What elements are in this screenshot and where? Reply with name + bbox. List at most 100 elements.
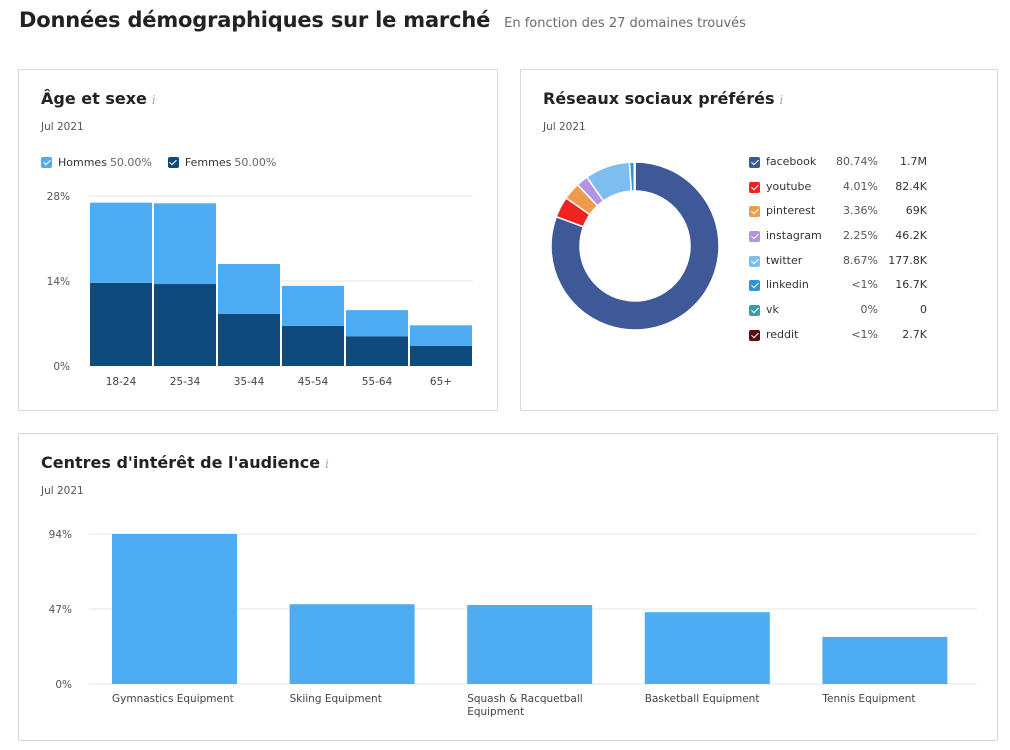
x-tick-label: 35-44 (234, 376, 265, 388)
x-tick-label: Squash & Racquetball Equipment (467, 693, 583, 718)
interest-bar (112, 534, 237, 684)
social-value: 82.4K (895, 179, 927, 193)
social-legend-item-twitter[interactable]: twitter 8.67% 177.8K (749, 253, 927, 278)
y-tick-label: 0% (55, 679, 72, 691)
interests-chart: 0% 47% 94% Gymnastics Equipment Skiing Equip… (49, 529, 977, 718)
social-pct: 3.36% (843, 204, 878, 218)
checkbox-icon[interactable] (749, 157, 760, 168)
x-tick-label: 55-64 (362, 376, 393, 388)
bar-hommes (346, 310, 408, 337)
checkbox-icon[interactable] (749, 305, 760, 317)
info-icon[interactable]: i (151, 93, 156, 107)
x-tick-label: Skiing Equipment (290, 693, 382, 705)
donut-slice-facebook (550, 161, 720, 331)
social-name: twitter (766, 253, 803, 267)
social-networks-card: Réseaux sociaux préférés i Jul 2021 faceb… (520, 69, 998, 411)
social-pct: 80.74% (836, 155, 878, 168)
social-legend-item-instagram[interactable]: instagram 2.25% 46.2K (749, 228, 927, 253)
social-legend-item-pinterest[interactable]: pinterest 3.36% 69K (749, 203, 927, 228)
checkbox-icon[interactable] (749, 255, 760, 267)
legend-item-femmes[interactable]: Femmes 50.00% (167, 156, 276, 169)
social-legend-item-facebook[interactable]: facebook 80.74% 1.7M (749, 154, 927, 179)
social-legend-item-linkedin[interactable]: linkedin <1% 16.7K (749, 277, 927, 302)
social-value: 1.7M (900, 155, 927, 168)
social-value: 69K (905, 204, 927, 218)
social-name: vk (766, 303, 779, 317)
interests-card: Centres d'intérêt de l'audience i Jul 202… (18, 433, 998, 741)
legend-item-hommes[interactable]: Hommes 50.00% (41, 156, 152, 169)
interests-date: Jul 2021 (41, 485, 84, 497)
social-pct: <1% (851, 278, 878, 292)
bar-hommes (410, 325, 472, 346)
x-tick-label: 18-24 (106, 376, 137, 388)
age-sex-date: Jul 2021 (41, 121, 84, 133)
y-tick-label: 14% (47, 276, 70, 288)
social-value: 16.7K (895, 278, 927, 292)
x-tick-label: Gymnastics Equipment (112, 693, 234, 705)
age-sex-title: Âge et sexe i (41, 89, 156, 108)
bar-hommes (218, 264, 280, 314)
checkbox-icon[interactable] (749, 329, 760, 341)
social-legend: facebook 80.74% 1.7M youtube 4.01% 82.4K pinte… (749, 154, 927, 352)
y-tick-label: 47% (49, 604, 72, 616)
x-tick-label: Tennis Equipment (821, 693, 915, 705)
y-tick-label: 28% (47, 191, 70, 203)
bar-femmes (154, 284, 216, 366)
interest-bar (822, 636, 948, 684)
social-pct: <1% (851, 327, 878, 341)
social-value: 177.8K (888, 253, 927, 267)
social-value: 0 (920, 303, 927, 317)
donut-slice-reddit (633, 161, 636, 192)
social-value: 46.2K (895, 229, 927, 243)
social-name: reddit (766, 327, 799, 341)
social-title: Réseaux sociaux préférés i (543, 89, 784, 108)
interest-bar (289, 604, 415, 684)
info-icon[interactable]: i (325, 457, 329, 471)
social-legend-item-youtube[interactable]: youtube 4.01% 82.4K (749, 179, 927, 204)
bar-hommes (90, 202, 152, 283)
bar-hommes (282, 285, 344, 326)
social-date: Jul 2021 (543, 121, 586, 133)
social-name: pinterest (766, 204, 816, 218)
checkbox-icon[interactable] (749, 206, 760, 218)
social-name: youtube (766, 179, 812, 193)
x-tick-label: 45-54 (298, 376, 329, 388)
checkbox-icon[interactable] (167, 157, 179, 168)
social-pct: 8.67% (843, 253, 878, 267)
social-pct: 2.25% (843, 229, 878, 243)
social-pct: 4.01% (843, 179, 878, 193)
social-name: instagram (766, 229, 822, 243)
checkbox-icon[interactable] (749, 280, 760, 292)
interest-bar (467, 605, 593, 684)
social-legend-item-vk[interactable]: vk 0% 0 (749, 302, 927, 327)
bar-femmes (346, 336, 408, 366)
info-icon[interactable]: i (779, 93, 784, 107)
bar-femmes (90, 282, 152, 366)
page-title: Données démographiques sur le marché (19, 8, 491, 32)
x-tick-label: 65+ (430, 376, 452, 388)
y-tick-label: 94% (49, 529, 72, 541)
x-tick-label: Basketball Equipment (645, 693, 760, 705)
social-name: linkedin (766, 278, 809, 292)
social-value: 2.7K (902, 327, 927, 341)
social-pct: 0% (860, 303, 878, 317)
interest-bar (644, 612, 770, 684)
interests-title: Centres d'intérêt de l'audience i (41, 453, 329, 472)
social-donut-chart (550, 161, 720, 331)
x-tick-label: 25-34 (170, 376, 201, 388)
checkbox-icon[interactable] (41, 157, 52, 168)
y-tick-label: 0% (53, 361, 70, 373)
age-sex-card: Âge et sexe i Jul 2021 Hommes 50.00% Femm… (18, 69, 498, 411)
social-name: facebook (766, 155, 817, 168)
page-subtitle: En fonction des 27 domaines trouvés (504, 16, 746, 31)
bar-femmes (282, 325, 344, 366)
age-sex-chart: 0% 14% 28% 18-24 25-34 35-44 45-54 55-64 65+ (47, 191, 473, 388)
age-sex-legend: Hommes 50.00% Femmes 50.00% (41, 156, 292, 169)
bar-femmes (218, 313, 280, 366)
bar-hommes (154, 203, 216, 285)
page-header: Données démographiques sur le marché En … (19, 8, 746, 32)
checkbox-icon[interactable] (749, 231, 760, 243)
checkbox-icon[interactable] (749, 181, 760, 193)
bar-femmes (410, 345, 472, 366)
social-legend-item-reddit[interactable]: reddit <1% 2.7K (749, 327, 927, 352)
